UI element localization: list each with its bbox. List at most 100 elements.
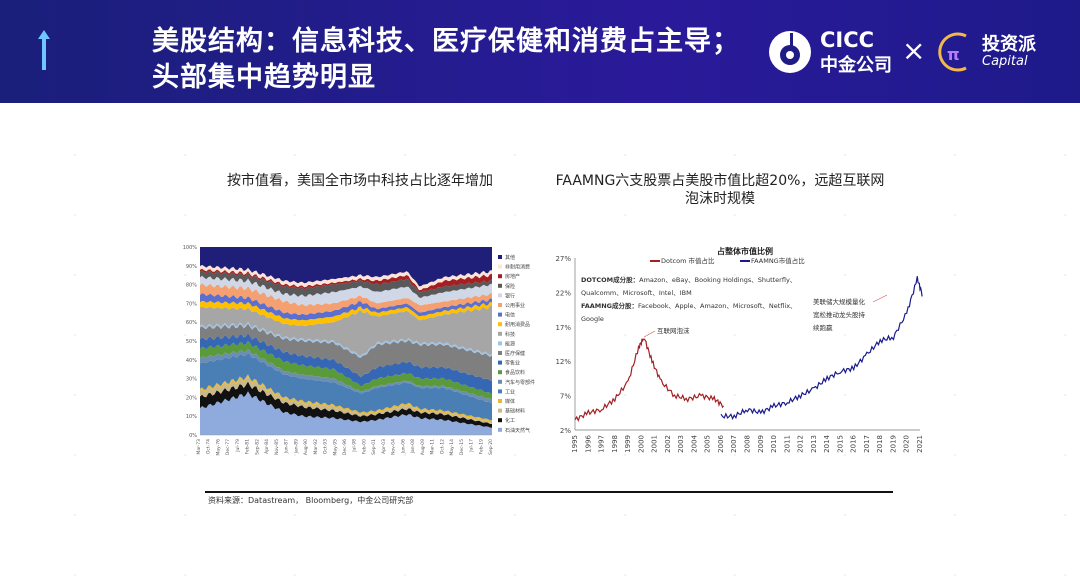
x-tick-label: 2011 <box>783 435 791 453</box>
legend-label: 能源 <box>505 340 515 347</box>
x-tick-label: May-14 <box>449 439 455 456</box>
x-tick-label: 2007 <box>730 435 738 453</box>
area-电信 <box>200 293 492 321</box>
area-工业 <box>200 352 492 421</box>
series-line-faamng <box>720 276 923 421</box>
y-tick-label: 10% <box>186 414 197 420</box>
x-tick-label: Dec-96 <box>342 439 348 455</box>
legend-swatch <box>498 399 502 403</box>
legend-swatch <box>498 255 502 259</box>
x-tick-label: 2010 <box>770 435 778 453</box>
legend-label: 耐用消费品 <box>505 321 530 328</box>
dotcom-members: DOTCOM成分股：Amazon、eBay、Booking Holdings、S… <box>581 275 796 284</box>
x-tick-label: 2003 <box>677 435 685 453</box>
area-石油天然气 <box>200 391 492 435</box>
x-tick-label: 1998 <box>611 435 619 453</box>
legend-swatch <box>498 274 502 279</box>
x-tick-label: Mar-11 <box>430 439 436 455</box>
legend-swatch <box>498 427 502 432</box>
capital-logo-icon: π <box>938 32 967 72</box>
bubble-annotation: 互联网泡沫 <box>657 326 690 335</box>
area-化工 <box>200 381 492 428</box>
source-divider <box>205 491 893 493</box>
y-tick-label: 80% <box>186 283 197 289</box>
x-tick-label: Apr-03 <box>381 439 387 454</box>
area-保险 <box>200 270 492 298</box>
legend-swatch <box>498 341 502 346</box>
x-tick-label: Oct-12 <box>439 439 445 454</box>
annotation-arrow <box>872 294 888 303</box>
chart-subtitle: 占整体市值比例 <box>717 246 773 256</box>
x-tick-label: 2020 <box>903 435 911 453</box>
legend-swatch <box>498 283 502 288</box>
y-tick-label: 7% <box>560 393 571 401</box>
x-tick-label: Feb-00 <box>361 439 367 454</box>
x-tick-label: 2017 <box>863 435 871 453</box>
x-tick-label: 2005 <box>704 435 712 453</box>
y-tick-label: 40% <box>186 358 197 364</box>
qe-annotation: 美联储大规模量化 <box>813 297 866 306</box>
legend-swatch <box>498 331 502 336</box>
x-tick-label: 2006 <box>717 434 725 452</box>
x-tick-label: Jul-17 <box>469 439 475 453</box>
legend-label: 汽车与零部件 <box>505 379 535 386</box>
x-tick-label: Dec-77 <box>225 439 231 455</box>
x-tick-label: Dec-15 <box>459 439 465 455</box>
area-零售业 <box>200 333 492 395</box>
x-tick-label: 1996 <box>584 434 592 452</box>
legend-swatch <box>498 303 502 307</box>
x-tick-label: Jul-79 <box>235 439 241 453</box>
legend-label: FAAMNG市值占比 <box>751 256 805 265</box>
annotation-arrow <box>643 330 656 338</box>
cicc-logo-icon <box>769 31 811 73</box>
source-note: 资料来源：Datastream， Bloomberg，中金公司研究部 <box>208 496 414 505</box>
legend-label: 基础材料 <box>505 408 525 415</box>
x-tick-label: Feb-19 <box>478 439 484 454</box>
legend-label: 科技 <box>505 331 515 338</box>
right-chart-title: FAAMNG六支股票占美股市值比超20%，远超互联网 泡沫时规模 <box>555 173 885 207</box>
x-tick-label: Apr-84 <box>264 439 270 454</box>
x-tick-label: 2000 <box>637 435 645 453</box>
y-tick-label: 30% <box>186 377 197 383</box>
legend-label: 银行 <box>505 292 515 299</box>
x-tick-label: May-95 <box>332 439 338 456</box>
x-tick-label: Aug-90 <box>303 439 309 455</box>
x-tick-label: 2018 <box>876 435 884 453</box>
dotcom-members-2: Qualcomm、Microsoft、Intel、IBM <box>581 289 692 297</box>
legend-label: 化工 <box>505 417 515 424</box>
x-tick-label: 2009 <box>757 435 765 453</box>
y-tick-label: 12% <box>555 358 571 366</box>
x-tick-label: 2008 <box>744 435 752 453</box>
legend-swatch <box>498 293 502 298</box>
legend-label: 公用事业 <box>505 302 525 309</box>
faamng-members: FAAMNG成分股：Facebook、Apple、Amazon、Microsof… <box>581 301 797 310</box>
legend-label: 医疗保健 <box>505 350 525 357</box>
qe-annotation: 续跑赢 <box>813 323 833 332</box>
legend-label: Dotcom 市值占比 <box>661 256 715 265</box>
x-tick-label: 2021 <box>916 435 924 453</box>
legend-label: 零售业 <box>505 360 520 367</box>
legend-label: 工业 <box>505 388 515 395</box>
legend-label: 房地产 <box>505 273 520 280</box>
y-tick-label: 20% <box>186 395 197 401</box>
x-tick-label: Feb-81 <box>245 439 251 454</box>
legend-swatch <box>498 370 502 375</box>
x-tick-label: Jun-06 <box>400 439 406 455</box>
area-非耐用消费 <box>200 264 492 291</box>
legend-swatch <box>498 360 502 365</box>
x-tick-label: Aug-09 <box>420 439 426 455</box>
legend-label: 石油天然气 <box>505 427 530 434</box>
y-tick-label: 70% <box>186 301 197 307</box>
left-chart-title: 按市值看，美国全市场中科技占比逐年增加 <box>227 173 493 189</box>
y-tick-label: 90% <box>186 264 197 270</box>
svg-text:π: π <box>947 45 960 64</box>
x-tick-label: 1995 <box>571 435 579 453</box>
x-tick-label: 2014 <box>823 434 831 452</box>
legend-swatch <box>498 264 502 269</box>
y-tick-label: 2% <box>560 427 571 435</box>
legend-label: 保险 <box>505 283 515 290</box>
x-tick-label: 2004 <box>690 434 698 452</box>
left-stacked-area-chart: 0% 10% 20% 30% 40% 50% 60% 70% 80% 90% 100% Mar-73 O… <box>183 245 535 456</box>
x-tick-label: Jul-98 <box>352 439 358 453</box>
area-食品饮料 <box>200 340 492 400</box>
